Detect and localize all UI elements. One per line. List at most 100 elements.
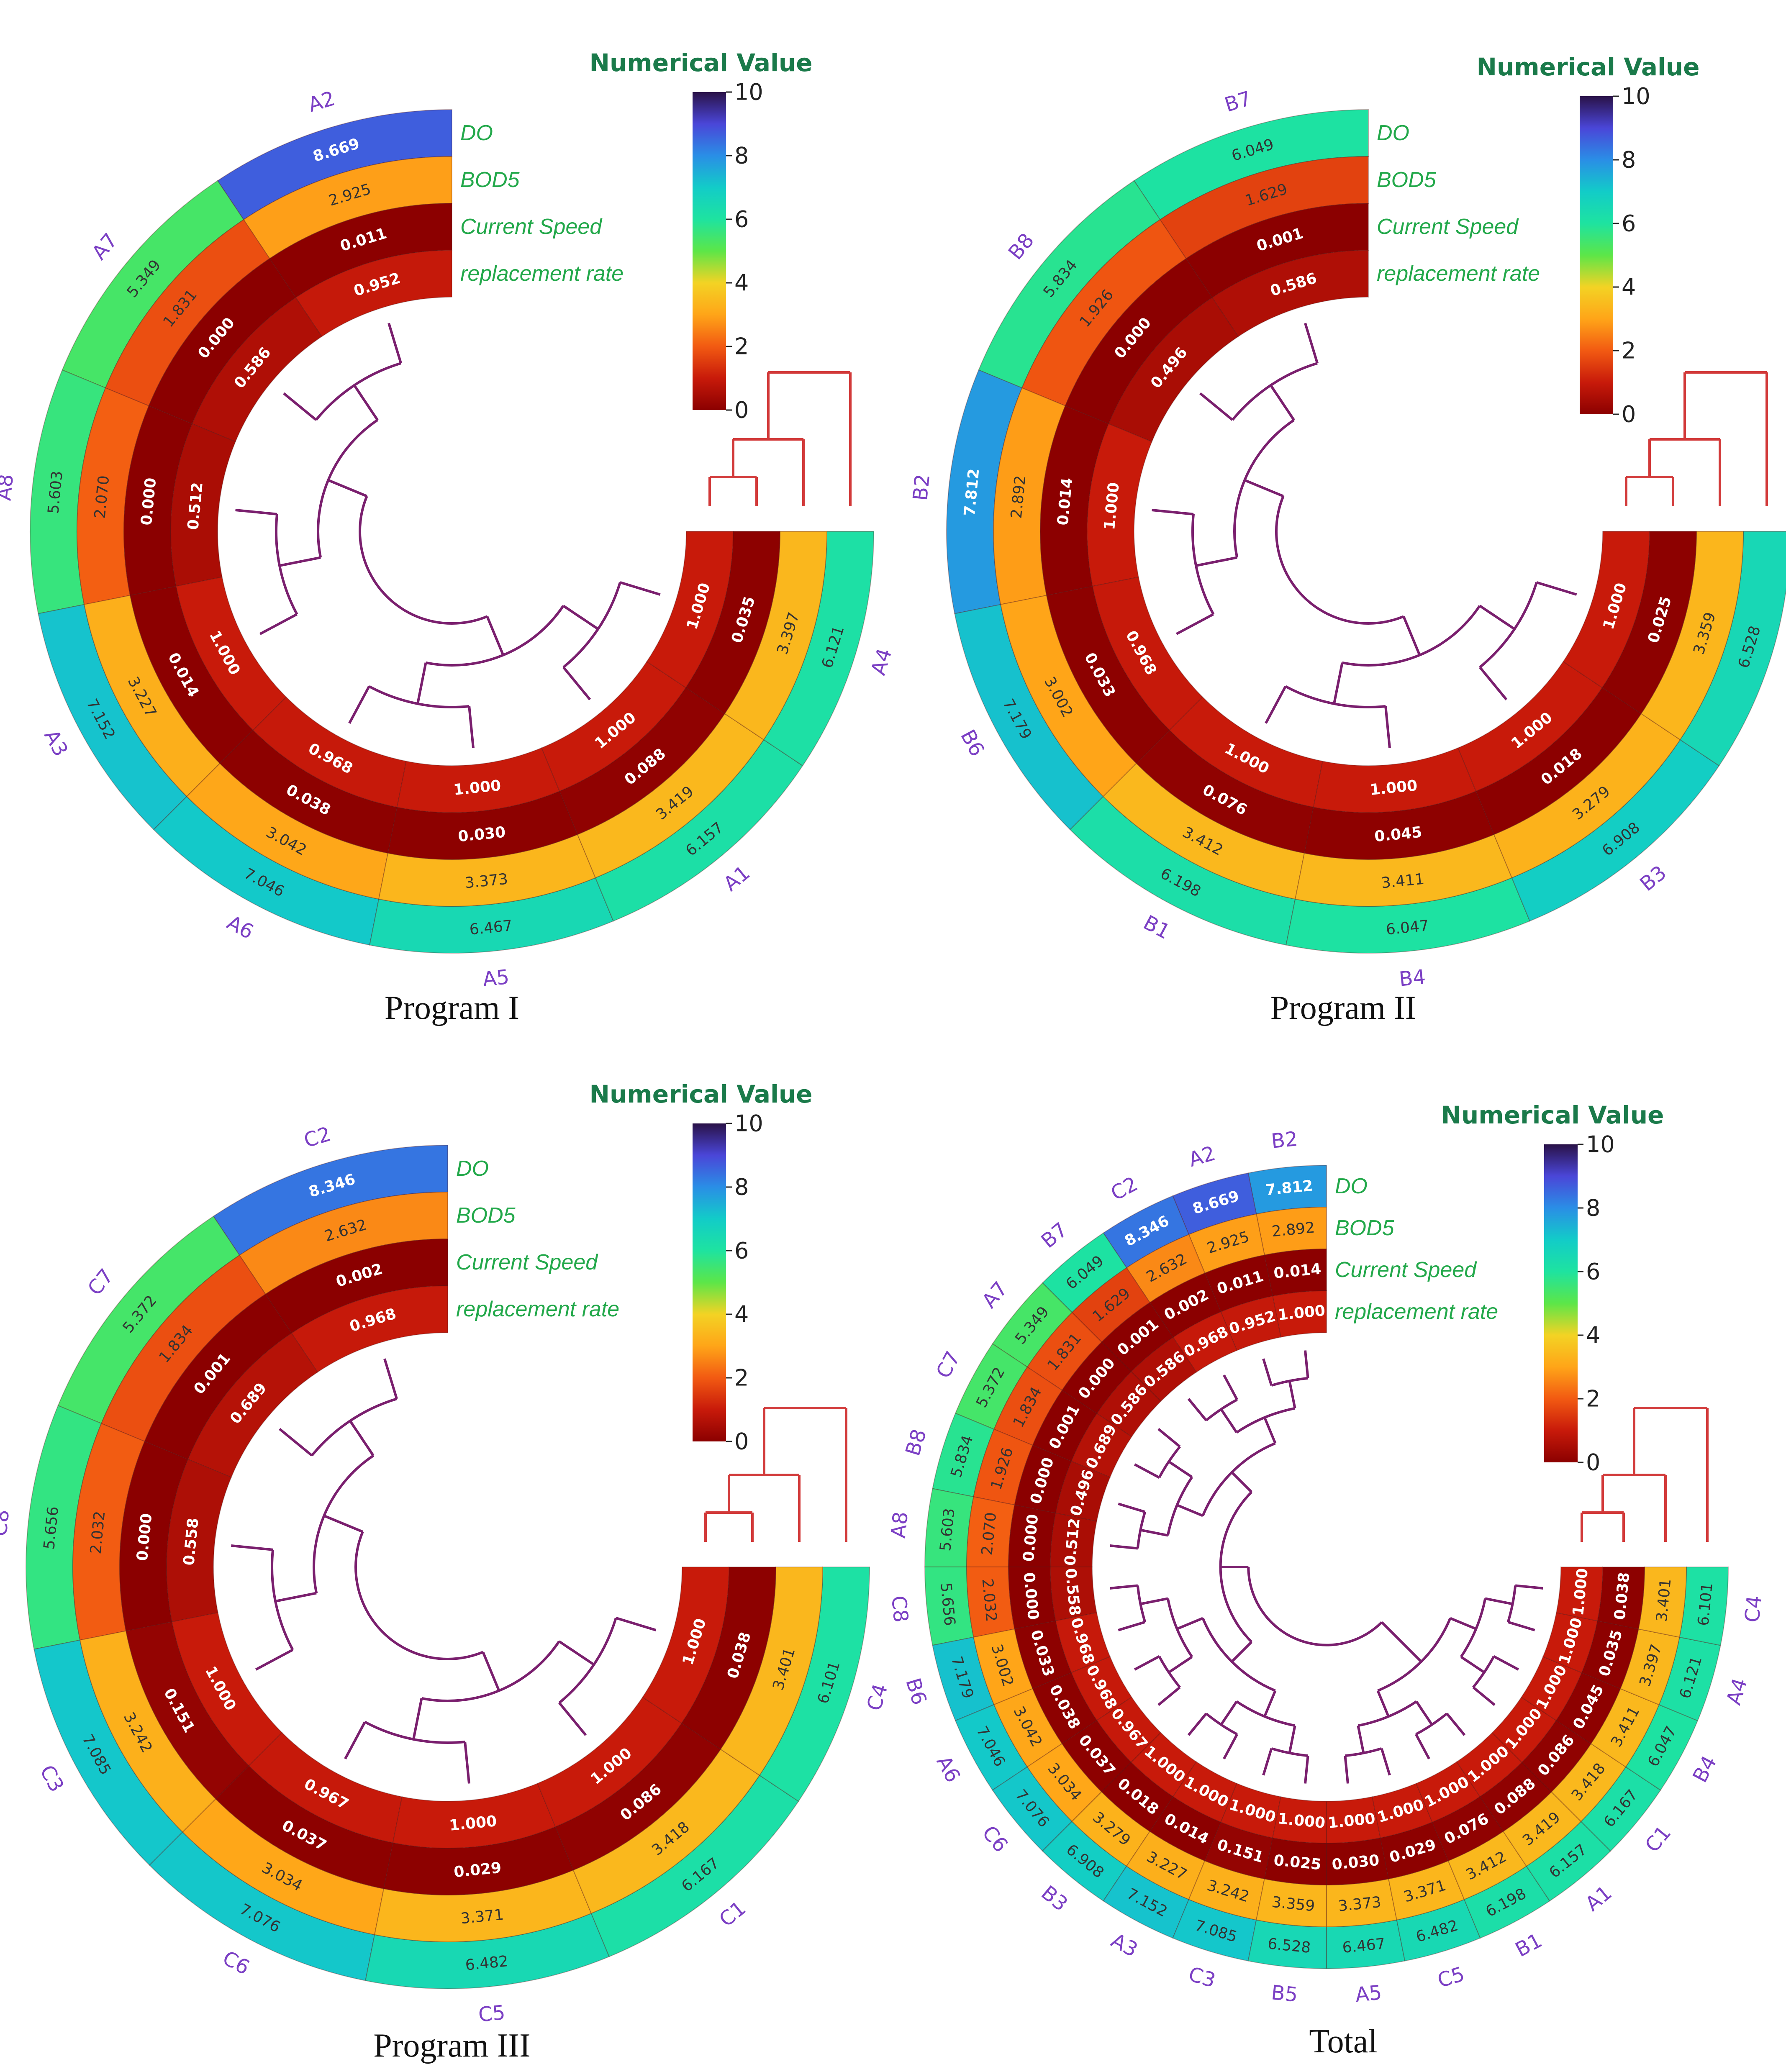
row-label-current-speed: Current Speed: [456, 1250, 598, 1274]
cell-c2-replacement-rate: [291, 1285, 448, 1373]
sample-label: B2: [1270, 1127, 1299, 1153]
colorbar-title: Numerical Value: [589, 1080, 812, 1108]
row-label-do: DO: [1377, 121, 1409, 145]
cell-a5-replacement-rate: [1326, 1796, 1381, 1844]
panel-caption: Program I: [385, 990, 519, 1026]
sample-label: C3: [35, 1761, 69, 1796]
dendrogram-samples: [1152, 323, 1577, 748]
sample-label: C7: [83, 1264, 118, 1300]
row-label-replacement-rate: replacement rate: [460, 262, 624, 286]
row-label-bod5: BOD5: [460, 168, 520, 192]
sample-label: B8: [901, 1426, 931, 1459]
sample-label: B6: [956, 726, 989, 760]
sample-label: C4: [862, 1681, 893, 1714]
cell-value: 6.467: [1342, 1935, 1386, 1957]
sample-label: B4: [1688, 1752, 1721, 1786]
cell-c7-replacement-rate: [187, 1332, 318, 1478]
cell-a6-replacement-rate: [1070, 1656, 1132, 1721]
cell-c1-replacement-rate: [536, 1696, 683, 1828]
colorbar-tick: 4: [1586, 1322, 1600, 1349]
row-label-current-speed: Current Speed: [1335, 1258, 1477, 1282]
sample-b6: 7.179 3.002 0.033 0.968: [932, 1612, 1111, 1721]
cell-value: 5.603: [45, 470, 66, 515]
cell-value: 2.892: [1271, 1219, 1316, 1240]
row-label-do: DO: [1335, 1174, 1368, 1198]
cell-b6-replacement-rate: [1092, 577, 1203, 731]
cell-c3-replacement-rate: [1220, 1783, 1281, 1839]
sample-b6: 7.179 3.002 0.033 0.968: [954, 577, 1203, 831]
row-label-bod5: BOD5: [1335, 1216, 1395, 1240]
dendrogram-samples: [1110, 1350, 1543, 1784]
sample-c8: 5.656 2.032 0.000 0.558: [924, 1567, 1097, 1646]
cell-b7-replacement-rate: [1130, 1336, 1197, 1402]
cell-a6-bod5: [186, 762, 389, 900]
cell-c8-replacement-rate: [1050, 1567, 1097, 1621]
cell-a1-replacement-rate: [541, 661, 687, 792]
cell-b8-replacement-rate: [1108, 297, 1239, 443]
sample-label: A4: [1722, 1675, 1752, 1708]
colorbar-gradient: [1544, 1144, 1578, 1462]
sample-label: A3: [1107, 1928, 1142, 1962]
sample-label: A2: [305, 87, 338, 117]
cell-b3-replacement-rate: [1130, 1732, 1197, 1798]
cell-a7-replacement-rate: [1096, 1371, 1162, 1438]
cell-a4-replacement-rate: [1542, 1612, 1598, 1673]
colorbar-tick: 2: [1586, 1386, 1600, 1412]
colorbar-tick: 4: [734, 1301, 749, 1328]
colorbar-tick: 0: [1622, 401, 1636, 428]
cell-c4-replacement-rate: [642, 1567, 730, 1724]
sample-label: C2: [1107, 1172, 1142, 1205]
sample-label: B3: [1037, 1881, 1072, 1916]
panel-caption: Total: [1309, 2023, 1377, 2060]
sample-label: A8: [0, 473, 18, 502]
sample-label: C8: [887, 1595, 913, 1623]
cell-c7-replacement-rate: [1070, 1413, 1132, 1478]
sample-label: B1: [1511, 1928, 1546, 1962]
cell-a3-replacement-rate: [1172, 1761, 1238, 1823]
cell-b8-replacement-rate: [1055, 1461, 1111, 1522]
cell-value: 3.373: [464, 871, 509, 892]
sample-label: A2: [1186, 1141, 1218, 1172]
sample-label: B5: [1783, 646, 1786, 678]
cell-b2-replacement-rate: [1272, 1290, 1327, 1338]
cell-a2-replacement-rate: [295, 249, 452, 337]
sample-c8: 5.656 2.032 0.000 0.558: [26, 1405, 232, 1650]
colorbar-tick: 8: [1586, 1195, 1600, 1221]
sample-label: A1: [1581, 1881, 1617, 1916]
cell-c3-replacement-rate: [171, 1612, 283, 1767]
sample-label: C5: [1435, 1962, 1468, 1993]
cell-a7-replacement-rate: [191, 297, 323, 443]
colorbar-tick: 4: [734, 270, 749, 296]
colorbar-tick: 10: [1622, 83, 1650, 110]
sample-label: A3: [39, 726, 72, 760]
colorbar-tick: 8: [1622, 147, 1636, 173]
cell-c8-replacement-rate: [166, 1459, 232, 1623]
cell-b4-replacement-rate: [1313, 747, 1477, 813]
cell-c5-replacement-rate: [1372, 1783, 1433, 1839]
sample-label: C1: [715, 1896, 750, 1931]
sample-label: B5: [1270, 1981, 1299, 2007]
cell-a8-replacement-rate: [170, 423, 236, 587]
cell-c4-replacement-rate: [1556, 1567, 1604, 1621]
